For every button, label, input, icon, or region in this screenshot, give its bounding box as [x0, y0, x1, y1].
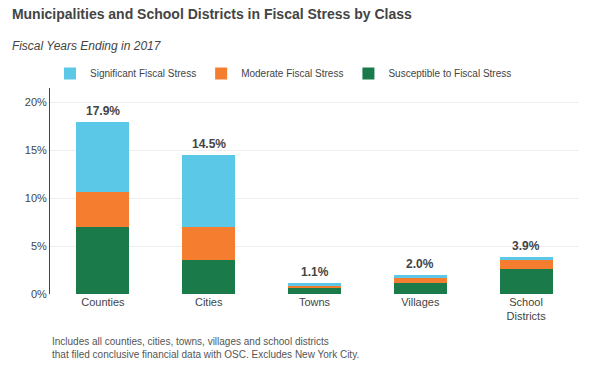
svg-text:Includes all counties, cities,: Includes all counties, cities, towns, vi…	[52, 336, 359, 360]
svg-text:5%: 5%	[31, 240, 47, 252]
svg-text:20%: 20%	[25, 96, 47, 108]
svg-text:Significant Fiscal Stress: Significant Fiscal Stress	[90, 68, 196, 79]
svg-text:Moderate Fiscal Stress: Moderate Fiscal Stress	[241, 68, 343, 79]
svg-text:0%: 0%	[31, 288, 47, 300]
svg-text:1.1%: 1.1%	[301, 265, 329, 279]
svg-text:2.0%: 2.0%	[406, 257, 434, 271]
svg-text:Villages: Villages	[401, 296, 440, 308]
svg-text:Towns: Towns	[299, 296, 331, 308]
svg-text:Counties: Counties	[81, 296, 125, 308]
svg-text:Cities: Cities	[195, 296, 223, 308]
svg-text:Susceptible to Fiscal Stress: Susceptible to Fiscal Stress	[388, 68, 511, 79]
svg-text:3.9%: 3.9%	[512, 239, 540, 253]
svg-text:10%: 10%	[25, 192, 47, 204]
svg-text:Fiscal Years Ending in 2017: Fiscal Years Ending in 2017	[12, 39, 162, 53]
svg-text:14.5%: 14.5%	[192, 137, 226, 151]
svg-text:17.9%: 17.9%	[86, 104, 120, 118]
svg-text:Municipalities and School Dist: Municipalities and School Districts in F…	[12, 6, 412, 22]
svg-text:SchoolDistricts: SchoolDistricts	[507, 296, 547, 322]
svg-text:15%: 15%	[25, 144, 47, 156]
